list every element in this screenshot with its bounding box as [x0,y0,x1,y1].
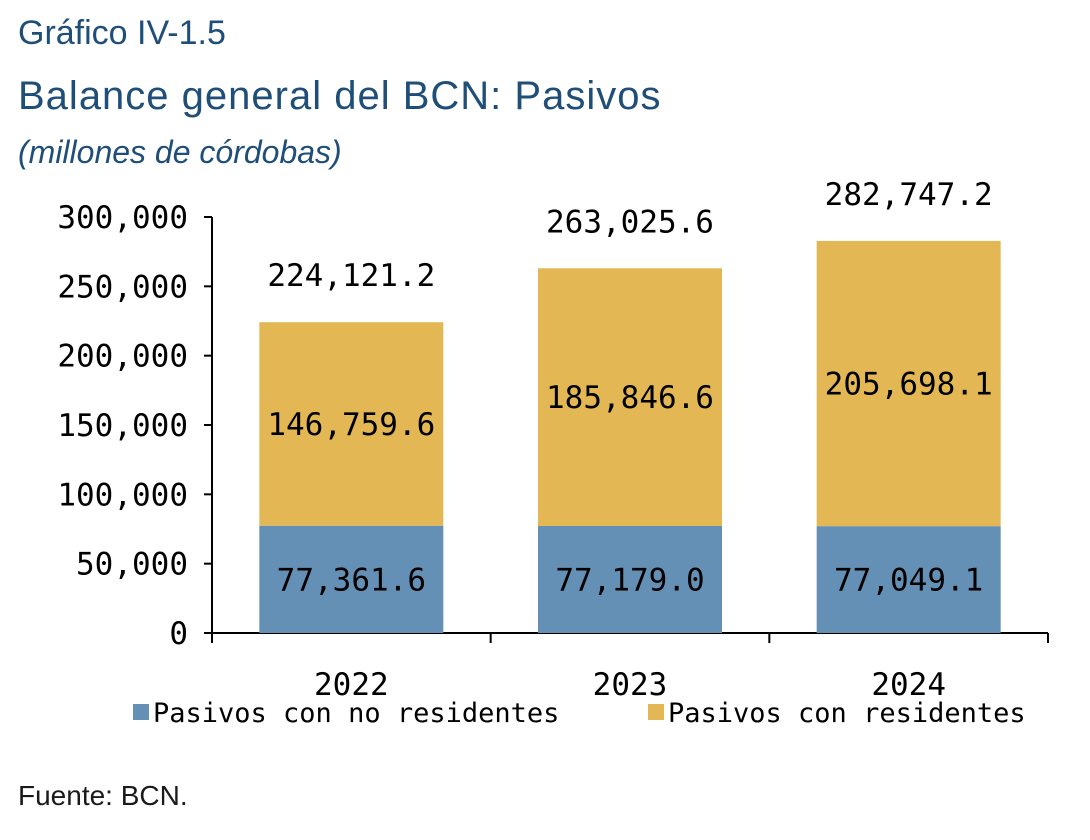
total-value-label: 282,747.2 [825,177,993,213]
legend-swatch [648,704,664,720]
bar-segment-residentes [259,322,444,526]
legend-label: Pasivos con residentes [668,698,1026,729]
segment-value-label: 205,698.1 [825,367,993,403]
chart-number: Gráfico IV-1.5 [18,14,226,52]
y-tick-label: 300,000 [57,200,188,236]
stacked-bar-chart: 0 50,000 100,000 150,000 200,000 250,000 300,0… [57,177,1049,729]
segment-value-label: 77,179.0 [555,562,704,598]
bar-segment-no-residentes [538,525,722,633]
segment-value-label: 77,361.6 [277,562,426,598]
segment-value-label: 77,049.1 [834,563,983,599]
y-tick-label: 50,000 [76,547,188,583]
bar-segment-residentes [816,240,1001,527]
x-category-label: 2022 [314,667,389,703]
total-value-label: 263,025.6 [546,204,714,240]
legend-label: Pasivos con no residentes [153,698,559,729]
y-tick-label: 200,000 [57,339,188,375]
legend-swatch [133,704,149,720]
y-tick-label: 0 [169,616,188,652]
chart-title: Balance general del BCN: Pasivos [18,74,662,118]
x-category-label: 2024 [871,667,946,703]
bar-segment-no-residentes [259,525,444,633]
bar-segment-residentes [538,268,722,526]
segment-value-label: 185,846.6 [546,380,714,416]
y-tick-label: 100,000 [57,477,188,513]
y-tick-label: 250,000 [57,269,188,305]
source-note: Fuente: BCN. [18,780,188,811]
x-category-label: 2023 [593,667,668,703]
y-tick-label: 150,000 [57,408,188,444]
bar-segment-no-residentes [816,526,1001,633]
total-value-label: 224,121.2 [267,258,435,294]
chart-subtitle: (millones de córdobas) [18,134,342,170]
segment-value-label: 146,759.6 [267,407,435,443]
